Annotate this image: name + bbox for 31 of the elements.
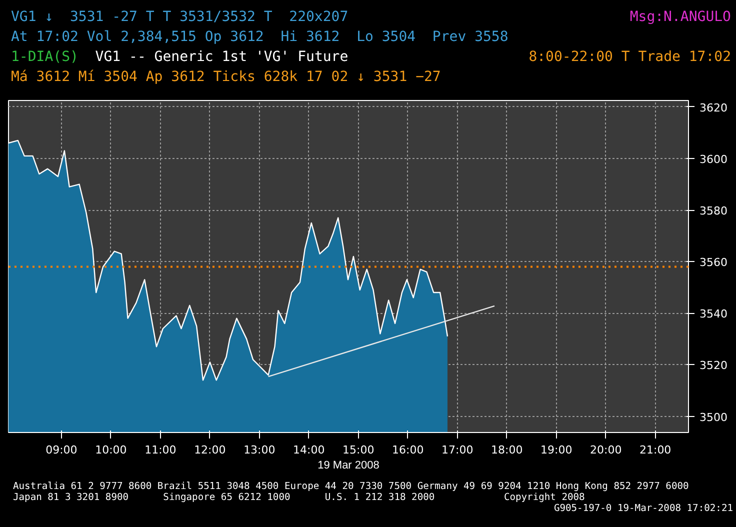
x-tick-label: 21:00 [639, 444, 672, 456]
text: G905-197-0 19-Mar-2008 17:02:21 [552, 503, 733, 514]
x-tick-label: 16:00 [392, 444, 424, 456]
y-tick-label: 3540 [700, 308, 728, 321]
y-tick-label: 3580 [700, 204, 728, 218]
chart-title: VG1 -- Generic 1st 'VG' Future [95, 49, 348, 65]
x-tick-label: 20:00 [590, 444, 622, 456]
text: Msg:N.ANGULO [630, 8, 731, 27]
text: 8:00-22:00 T Trade 17:02 [528, 48, 731, 67]
x-tick-label: 09:00 [46, 444, 78, 456]
y-tick-label: 3500 [700, 410, 728, 424]
x-tick-label: 12:00 [194, 444, 226, 456]
x-tick-label: 18:00 [491, 444, 523, 456]
x-tick-label: 10:00 [95, 444, 127, 456]
y-tick-label: 3600 [700, 152, 728, 166]
text: Má 3612 Mí 3504 Ap 3612 Ticks 628k 17 02 ↓ 3531 −27 [11, 68, 442, 87]
text: At 17:02 Vol 2,384,515 Op 3612 Hi 3612 Lo 3504 Prev 3558 [11, 28, 510, 47]
text: Japan 81 3 3201 8900 Singapore 65 6212 1000 U.S. 1 212 318 2000 Copyright 2008 [13, 492, 586, 503]
x-tick-label: 19:00 [540, 444, 572, 456]
text: VG1 ↓ 3531 -27 T T 3531/3532 T 220x207 [11, 8, 348, 27]
text: Australia 61 2 9777 8600 Brazil 5511 3048 4500 Europe 44 20 7330 7500 Germany 49 69 9204 1210 Hong Kong 852 2977 6000 [13, 481, 690, 492]
text: 1-DIA(S) [11, 49, 78, 65]
x-axis-title: 19 Mar 2008 [318, 460, 380, 472]
x-tick-label: 15:00 [342, 444, 374, 456]
x-tick-label: 13:00 [244, 444, 276, 456]
x-tick-label: 14:00 [293, 444, 325, 456]
x-tick-label: 17:00 [442, 444, 474, 456]
y-tick-label: 3520 [700, 359, 728, 372]
y-tick-label: 3620 [700, 101, 728, 114]
x-tick-label: 11:00 [144, 444, 176, 456]
y-tick-label: 3560 [700, 256, 728, 270]
